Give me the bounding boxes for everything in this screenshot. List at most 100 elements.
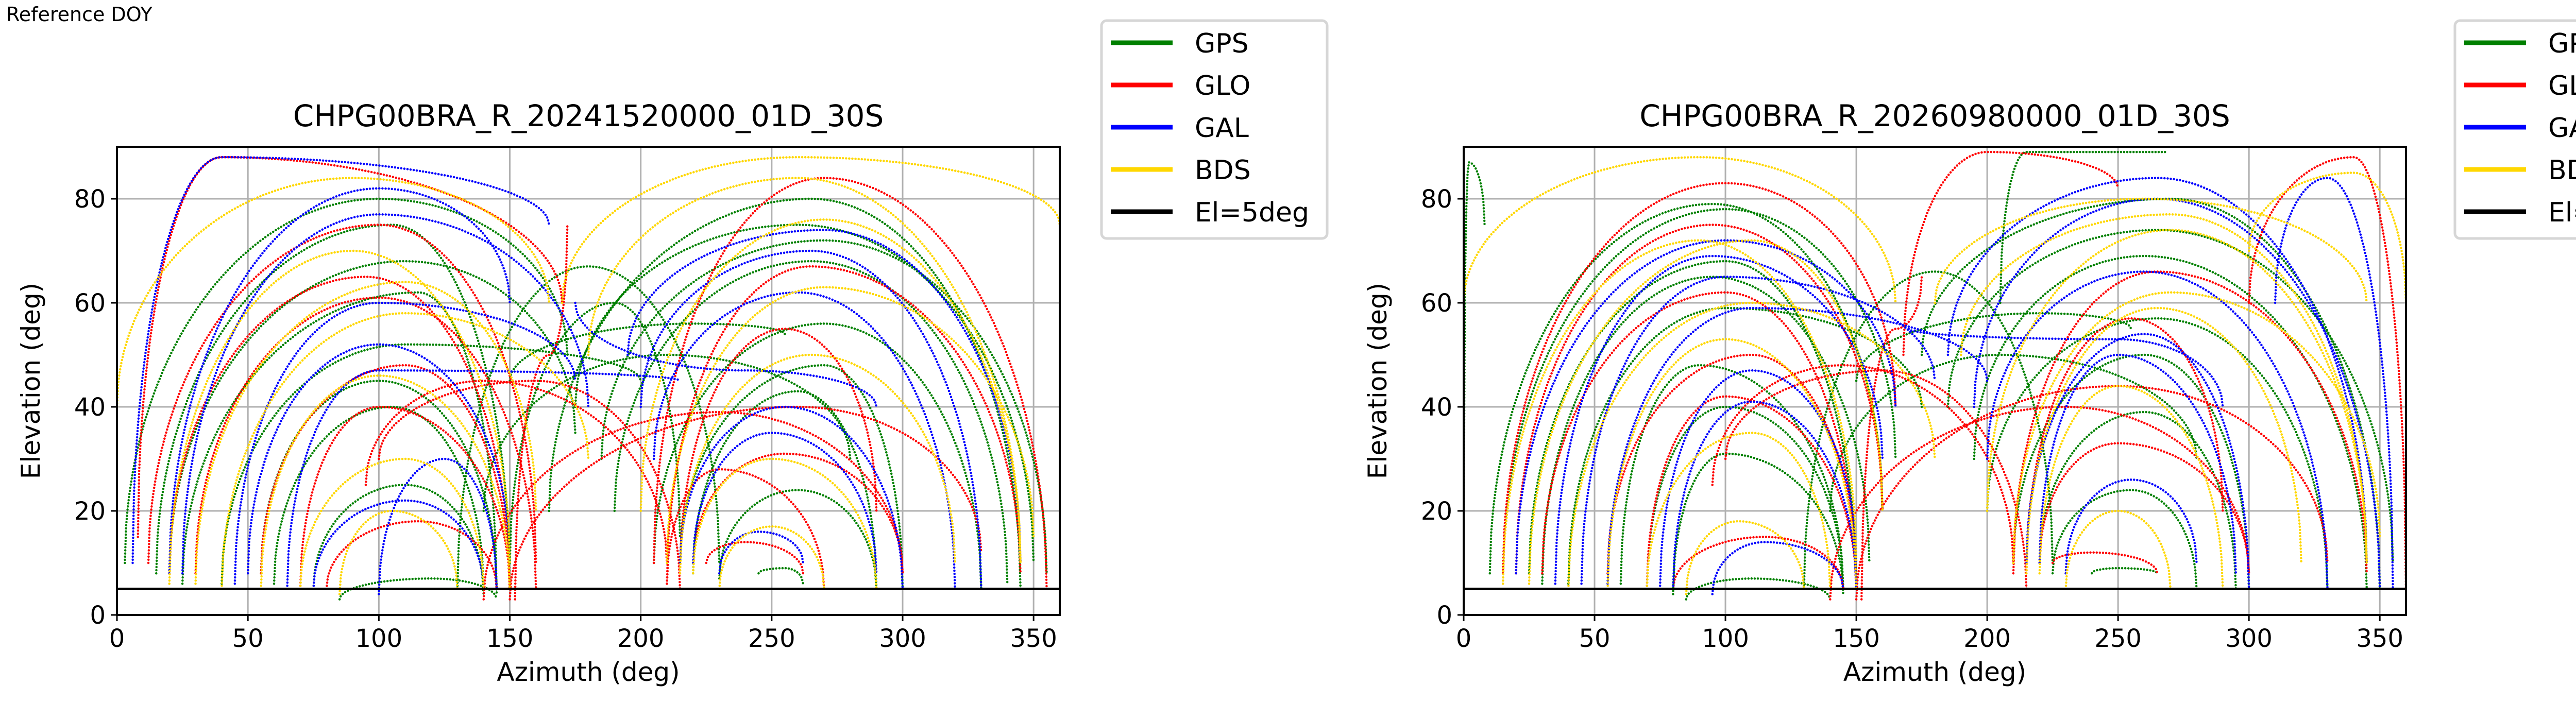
track-gal	[574, 301, 878, 408]
track-gal	[246, 343, 511, 575]
track-glo	[378, 380, 682, 590]
axes-frame	[116, 146, 1061, 616]
track-bds	[1685, 520, 1805, 595]
track-gps	[574, 224, 1035, 564]
track-bds	[2247, 172, 2406, 304]
plot-panel-1: 0 50 100 150 200 250 300 350 0 20 40 60 80 CHPG00BRA_…	[16, 19, 1329, 687]
track-bds	[1960, 213, 2368, 564]
legend-box	[1100, 19, 1329, 240]
track-gal	[131, 156, 551, 564]
legend-label: BDS	[1195, 155, 1251, 186]
track-glo	[147, 224, 537, 564]
track-glo	[1855, 385, 2329, 601]
track-gps	[155, 224, 511, 590]
track-gps	[1986, 317, 2329, 590]
axes-frame	[1463, 146, 2407, 616]
track-glo	[2038, 442, 2250, 575]
track-glo	[666, 265, 1022, 585]
track-bds	[587, 177, 1022, 564]
x-tick-label: 100	[1702, 624, 1749, 653]
x-tick-label: 0	[109, 624, 125, 653]
track-gal	[718, 530, 805, 575]
x-tick-label: 50	[232, 624, 264, 653]
track-gps	[1829, 353, 2198, 512]
track-bds	[561, 156, 1060, 304]
track-gps	[2012, 353, 2250, 590]
y-tick-label: 40	[1421, 393, 1452, 422]
track-gal	[1946, 177, 2368, 564]
track-gps	[482, 353, 852, 512]
track-gal	[626, 229, 1022, 564]
track-glo	[168, 276, 511, 590]
track-bds	[260, 374, 511, 590]
track-gal	[2038, 353, 2238, 575]
x-tick-label: 50	[1579, 624, 1610, 653]
track-bds	[718, 525, 825, 590]
legend-label: GAL	[2548, 113, 2576, 144]
legend-label: El=5deg	[1195, 197, 1309, 228]
track-glo	[652, 177, 1048, 590]
track-bds	[1501, 239, 1858, 585]
track-gps	[718, 489, 878, 590]
x-tick-label: 200	[1963, 624, 2011, 653]
legend-label: El=5deg	[2548, 197, 2576, 228]
y-axis-label: Elevation (deg)	[1363, 283, 1393, 479]
x-tick-label: 0	[1456, 624, 1472, 653]
track-gps	[1646, 405, 1844, 590]
chart-title: CHPG00BRA_R_20260980000_01D_30S	[1639, 98, 2230, 133]
track-gal	[1515, 239, 1897, 575]
y-tick-label: 0	[90, 601, 106, 630]
y-axis-label: Elevation (deg)	[16, 283, 46, 479]
x-tick-label: 300	[2225, 624, 2273, 653]
track-bds	[1567, 301, 1936, 590]
track-bds	[692, 457, 878, 590]
x-tick-label: 200	[617, 624, 665, 653]
track-bds	[666, 286, 1035, 564]
track-gal	[679, 405, 904, 590]
y-tick-label: 20	[74, 497, 106, 526]
x-axis-label: Azimuth (deg)	[1843, 657, 2026, 687]
x-tick-label: 350	[2356, 624, 2403, 653]
track-glo	[666, 468, 825, 590]
track-gps	[757, 567, 805, 585]
track-gps	[2038, 410, 2238, 590]
y-tick-label: 80	[1421, 185, 1452, 214]
track-gps	[124, 197, 569, 564]
track-glo	[679, 328, 878, 575]
track-glo	[514, 224, 569, 601]
track-bds	[117, 177, 551, 408]
track-bds	[2025, 306, 2303, 575]
track-gal	[1986, 270, 2329, 590]
track-gal	[312, 499, 485, 590]
track-bds	[2038, 385, 2224, 590]
track-gal	[1711, 541, 1844, 595]
satellite-tracks	[1464, 150, 2406, 601]
legend-label: GLO	[1195, 71, 1250, 101]
track-gps	[1946, 229, 2394, 564]
track-gps	[679, 364, 904, 590]
track-glo	[137, 156, 564, 538]
track-glo	[1829, 405, 2250, 601]
legend-label: GAL	[1195, 113, 1249, 144]
track-gal	[2274, 177, 2394, 590]
track-gps	[509, 322, 786, 382]
satellite-tracks	[117, 156, 1060, 601]
track-gps	[692, 390, 878, 590]
x-tick-label: 150	[1833, 624, 1880, 653]
track-glo	[1672, 536, 1844, 590]
track-bds	[338, 509, 459, 595]
legend-label: GLO	[2548, 71, 2576, 101]
track-gal	[1672, 400, 1858, 590]
track-gps	[548, 197, 1022, 590]
track-gps	[312, 484, 485, 595]
x-tick-label: 300	[879, 624, 926, 653]
track-glo	[1541, 291, 1858, 590]
track-gal	[1554, 254, 1884, 585]
track-glo	[1515, 224, 1884, 575]
track-gps	[338, 577, 498, 601]
track-gps	[273, 405, 485, 590]
track-glo	[364, 380, 668, 564]
track-glo	[1501, 182, 1897, 575]
track-gps	[1501, 208, 1897, 575]
track-glo	[2247, 156, 2406, 590]
